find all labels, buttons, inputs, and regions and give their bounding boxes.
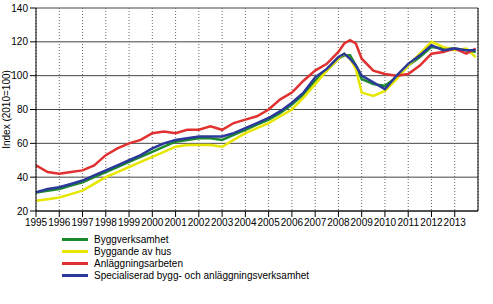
svg-text:40: 40 — [17, 172, 29, 183]
html-text:Byggande av hus: Byggande av hus — [94, 245, 172, 257]
svg-text:1996: 1996 — [48, 217, 71, 228]
svg-text:140: 140 — [11, 3, 28, 14]
svg-text:80: 80 — [17, 104, 29, 115]
html-text:Anläggningsarbeten: Anläggningsarbeten — [94, 257, 183, 269]
svg-text:2001: 2001 — [164, 217, 187, 228]
svg-text:Index (2010=100): Index (2010=100) — [8, 70, 12, 149]
svg-text:1999: 1999 — [118, 217, 141, 228]
svg-text:2005: 2005 — [258, 217, 281, 228]
svg-text:1998: 1998 — [95, 217, 118, 228]
html-text:Specialiserad bygg- och anlägg: Specialiserad bygg- och anläggningsverks… — [94, 269, 310, 281]
svg-text:2012: 2012 — [420, 217, 443, 228]
svg-text:2003: 2003 — [211, 217, 234, 228]
svg-text:2006: 2006 — [281, 217, 304, 228]
svg-text:1997: 1997 — [71, 217, 94, 228]
svg-text:100: 100 — [11, 70, 28, 81]
svg-text:20: 20 — [17, 206, 29, 217]
html-text:Byggverksamhet: Byggverksamhet — [94, 233, 169, 245]
svg-text:2000: 2000 — [141, 217, 164, 228]
svg-text:2007: 2007 — [304, 217, 327, 228]
svg-text:60: 60 — [17, 138, 29, 149]
svg-text:2009: 2009 — [351, 217, 374, 228]
svg-text:120: 120 — [11, 36, 28, 47]
svg-text:2008: 2008 — [327, 217, 350, 228]
svg-text:2002: 2002 — [188, 217, 211, 228]
svg-text:2010: 2010 — [374, 217, 397, 228]
svg-text:1995: 1995 — [25, 217, 48, 228]
svg-text:2011: 2011 — [397, 217, 419, 228]
svg-text:2013: 2013 — [444, 217, 467, 228]
svg-text:2004: 2004 — [234, 217, 257, 228]
